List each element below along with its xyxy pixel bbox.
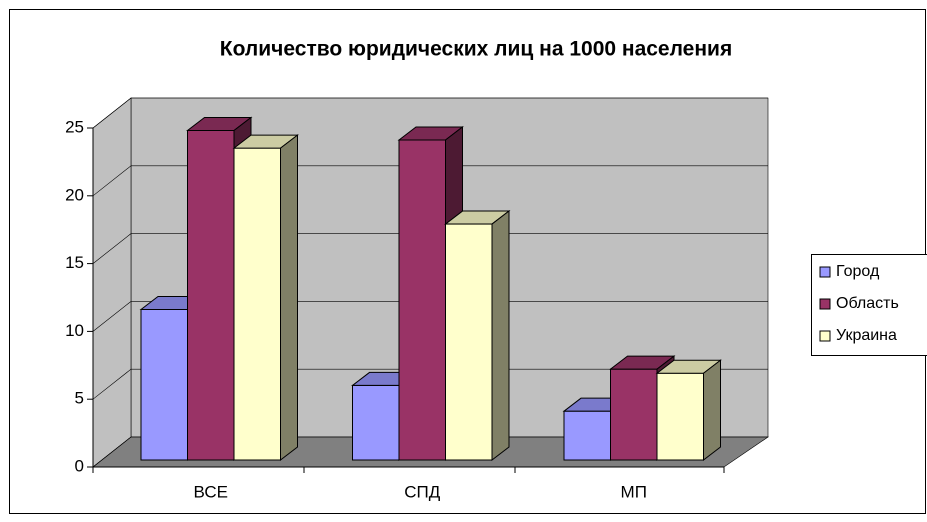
x-tick-label: ВСЕ — [194, 482, 228, 501]
legend-label: Область — [836, 295, 899, 312]
side-wall — [92, 97, 132, 468]
bar — [140, 308, 188, 461]
bar-side — [491, 210, 510, 462]
y-tick-label: 5 — [75, 389, 84, 408]
y-tick-label: 25 — [65, 117, 84, 136]
y-tick-label: 10 — [65, 321, 84, 340]
bar-side — [280, 134, 298, 462]
grid-line — [92, 301, 768, 332]
x-tick-label: МП — [621, 482, 647, 501]
bar — [563, 410, 611, 461]
grid-line — [92, 233, 768, 264]
legend-box — [811, 254, 927, 356]
legend-swatch — [819, 330, 831, 342]
y-tick-label: 20 — [65, 185, 84, 204]
chart-title: Количество юридических лиц на 1000 насел… — [220, 38, 732, 61]
bar — [398, 139, 446, 461]
y-tick-label: 15 — [65, 253, 84, 272]
bar — [610, 368, 658, 461]
grid-line — [92, 368, 768, 400]
grid-line — [92, 97, 768, 129]
legend-label: Украина — [836, 327, 897, 344]
legend-label: Город — [836, 263, 880, 280]
bar — [187, 129, 235, 461]
bar — [445, 223, 493, 461]
bar-side — [703, 359, 721, 462]
bar — [352, 384, 400, 461]
legend-swatch — [819, 266, 831, 278]
grid-line — [92, 436, 768, 468]
y-tick-label: 0 — [75, 456, 84, 475]
legend-swatch — [819, 298, 831, 310]
x-tick-label: СПД — [404, 482, 440, 501]
bar — [233, 147, 281, 461]
grid-line — [92, 165, 768, 197]
bar — [656, 372, 704, 461]
